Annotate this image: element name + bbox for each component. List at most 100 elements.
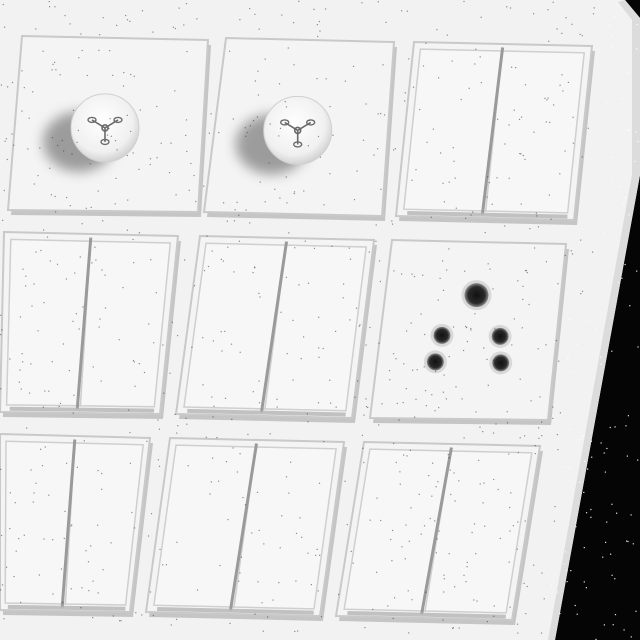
speckle — [267, 616, 269, 618]
speckle — [566, 570, 568, 572]
speckle — [368, 251, 370, 253]
speckle — [51, 137, 54, 139]
speckle — [399, 483, 401, 485]
speckle — [453, 472, 455, 474]
speckle — [254, 13, 256, 15]
speckle — [506, 411, 508, 413]
speckle — [13, 144, 15, 146]
speckle — [405, 524, 407, 526]
speckle — [46, 236, 49, 238]
speckle — [365, 344, 367, 346]
speckle — [613, 16, 615, 18]
speckle — [439, 277, 441, 279]
speckle — [25, 275, 27, 277]
speckle — [377, 148, 379, 150]
speckle — [301, 536, 303, 538]
speckle — [335, 330, 337, 332]
speckle — [69, 23, 71, 25]
speckle — [616, 512, 618, 514]
speckle — [635, 610, 637, 612]
speckle — [384, 114, 386, 116]
speckle — [558, 360, 560, 362]
speckle — [408, 58, 410, 60]
speckle — [549, 121, 551, 123]
speckle — [131, 511, 133, 514]
speckle — [76, 466, 78, 468]
speckle — [509, 606, 511, 608]
fan-icon — [279, 119, 316, 148]
speckle — [523, 582, 525, 584]
speckle — [399, 471, 401, 473]
speckle — [70, 525, 72, 527]
module-5-bottom-shadow — [187, 408, 346, 417]
speckle — [479, 56, 481, 58]
speckle — [213, 405, 215, 407]
speckle — [64, 15, 66, 17]
speckle — [443, 591, 445, 593]
speckle — [129, 431, 131, 434]
speckle — [318, 482, 321, 484]
speckle — [316, 24, 318, 26]
speckle — [0, 84, 3, 86]
speckle — [99, 318, 101, 320]
fan-blade-tip-1 — [279, 119, 290, 126]
speckle — [583, 547, 585, 549]
speckle — [30, 469, 32, 471]
speckle — [177, 335, 179, 337]
speckle — [581, 35, 583, 37]
speckle — [106, 134, 109, 136]
speckle — [185, 417, 187, 419]
speckle — [488, 182, 490, 184]
speckle — [20, 601, 22, 603]
speckle — [129, 462, 131, 464]
speckle — [470, 329, 472, 331]
speckle — [254, 613, 256, 615]
speckle — [606, 447, 608, 450]
speckle — [185, 3, 188, 5]
speckle — [263, 543, 265, 545]
speckle — [157, 459, 159, 461]
speckle — [393, 442, 395, 445]
speckle — [522, 154, 524, 157]
speckle — [575, 521, 577, 523]
speckle — [468, 87, 470, 89]
speckle — [404, 100, 406, 102]
speckle — [394, 148, 396, 150]
speckle — [306, 413, 308, 415]
speckle — [391, 220, 393, 222]
speckle — [395, 358, 397, 360]
speckle — [109, 118, 111, 120]
speckle — [70, 588, 72, 590]
speckle — [480, 82, 482, 84]
speckle — [375, 224, 377, 226]
speckle — [133, 75, 135, 77]
speckle — [127, 199, 129, 201]
speckle — [409, 449, 411, 451]
speckle — [97, 592, 99, 594]
speckle — [71, 153, 73, 155]
speckle — [509, 506, 511, 509]
speckle — [281, 14, 283, 16]
fan-blade-tip-2 — [305, 119, 316, 126]
speckle — [473, 523, 476, 525]
speckle — [493, 605, 495, 607]
speckle — [317, 35, 319, 38]
speckle — [54, 6, 56, 8]
speckle — [43, 229, 45, 231]
speckle — [110, 135, 112, 137]
speckle — [172, 26, 174, 28]
speckle — [349, 258, 352, 260]
speckle — [548, 194, 550, 196]
speckle — [442, 289, 445, 291]
speckle — [402, 402, 404, 404]
speckle — [591, 456, 593, 458]
speckle — [134, 527, 136, 529]
speckle — [259, 181, 261, 183]
speckle — [396, 402, 398, 405]
speckle — [437, 481, 439, 483]
speckle — [586, 512, 588, 514]
speckle — [415, 169, 417, 171]
speckle — [98, 326, 100, 328]
speckle — [9, 528, 11, 530]
speckle — [38, 574, 40, 576]
